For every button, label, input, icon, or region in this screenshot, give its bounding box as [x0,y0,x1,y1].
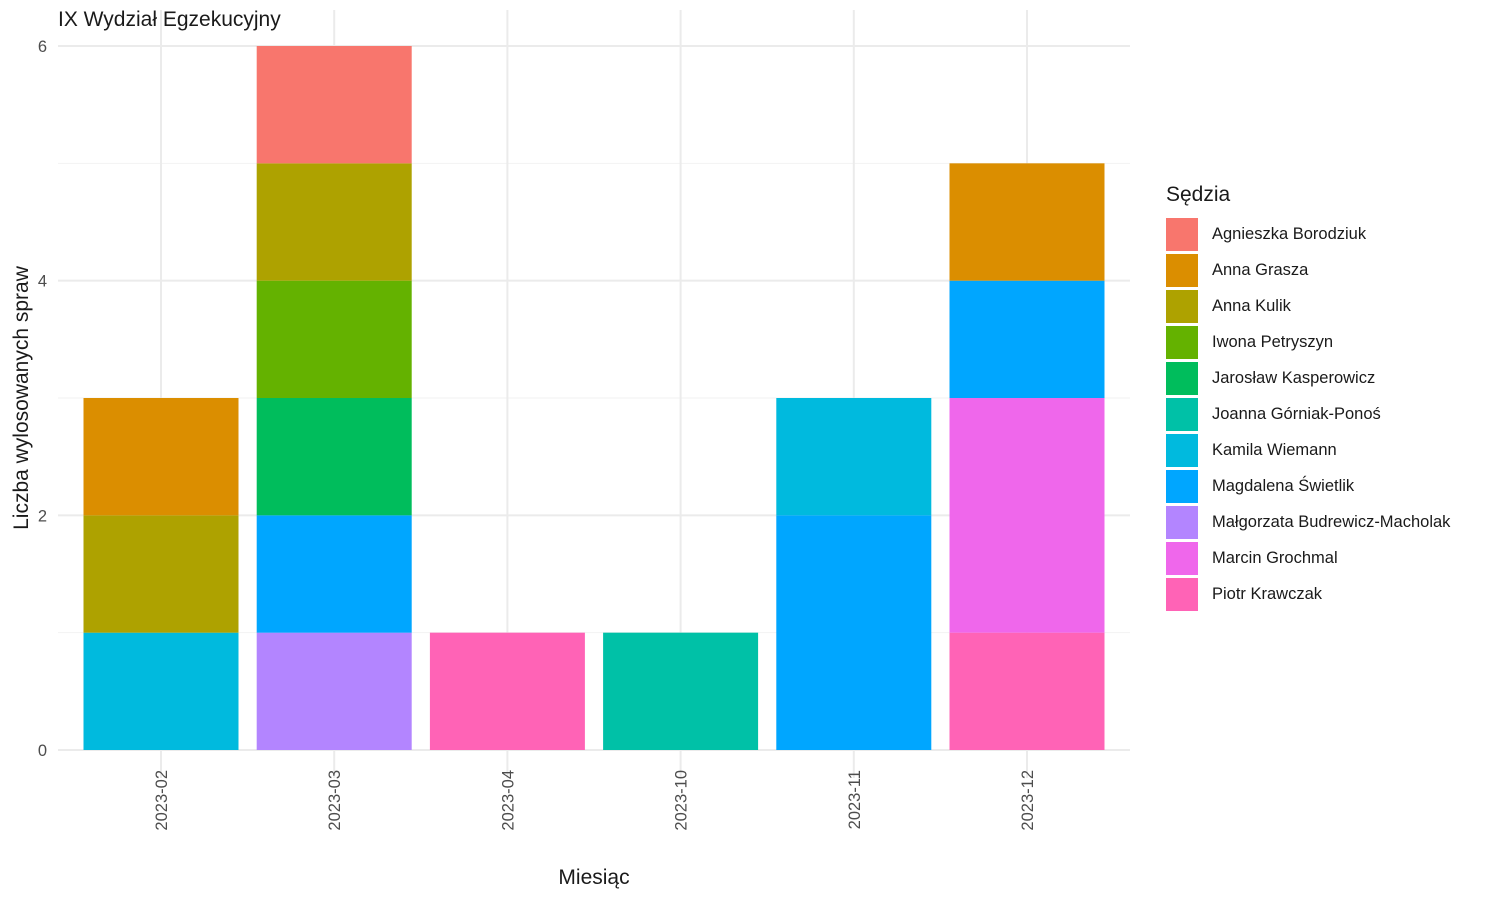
bar-segment [429,632,585,750]
legend-label: Joanna Górniak-Ponoś [1212,404,1381,423]
legend-key [1166,325,1198,359]
legend-item: Iwona Petryszyn [1166,324,1450,360]
bar-segment [949,163,1105,281]
bar-segment [256,398,412,516]
legend-label: Anna Grasza [1212,260,1309,279]
legend-item: Anna Kulik [1166,288,1450,324]
legend-item: Agnieszka Borodziuk [1166,216,1450,252]
legend-label: Iwona Petryszyn [1212,332,1334,351]
bar-segment [949,398,1105,633]
legend-key [1166,541,1198,575]
bar-segment [949,632,1105,750]
y-tick-label: 6 [38,38,47,56]
bar-segment [83,632,239,750]
legend-label: Piotr Krawczak [1212,584,1323,603]
x-tick-label: 2023-11 [846,770,864,829]
bar-segment [83,398,239,516]
bar-segment [603,632,759,750]
x-tick-label: 2023-10 [673,770,691,831]
legend-item: Marcin Grochmal [1166,540,1450,576]
legend-key [1166,361,1198,395]
legend-item: Anna Grasza [1166,252,1450,288]
legend-key [1166,577,1198,611]
bar-segment [256,515,412,633]
legend-item: Piotr Krawczak [1166,576,1450,612]
legend-item: Kamila Wiemann [1166,432,1450,468]
legend-item: Joanna Górniak-Ponoś [1166,396,1450,432]
x-tick-label: 2023-12 [1019,770,1037,831]
legend-label: Jarosław Kasperowicz [1212,368,1376,387]
bar-segment [949,280,1105,398]
bar-segment [776,398,932,516]
legend-key [1166,505,1198,539]
x-tick-label: 2023-03 [326,770,344,831]
legend-label: Małgorzata Budrewicz-Macholak [1212,512,1451,531]
y-axis-title: Liczba wylosowanych spraw [10,266,33,530]
x-tick-label: 2023-04 [499,770,517,831]
bar-segment [83,515,239,633]
legend-items: Agnieszka Borodziuk Anna Grasza Anna Kulik… [1166,216,1450,612]
legend-key [1166,289,1198,323]
y-tick-label: 2 [38,507,47,525]
legend-item: Małgorzata Budrewicz-Macholak [1166,504,1450,540]
legend-item: Jarosław Kasperowicz [1166,360,1450,396]
legend-key [1166,253,1198,287]
bar-segment [776,515,932,750]
x-tick-label: 2023-02 [153,770,171,831]
legend-label: Kamila Wiemann [1212,440,1337,459]
x-axis-title: Miesiąc [558,866,630,889]
y-tick-label: 0 [38,742,47,760]
legend-key [1166,397,1198,431]
chart-title: IX Wydział Egzekucyjny [58,8,281,31]
bar-segment [256,632,412,750]
bar-segment [256,280,412,398]
y-tick-label: 4 [38,273,47,291]
legend-label: Agnieszka Borodziuk [1212,224,1367,243]
legend-title: Sędzia [1166,183,1231,206]
bar-segment [256,46,412,164]
legend-item: Magdalena Świetlik [1166,468,1450,504]
legend-key [1166,217,1198,251]
legend-label: Anna Kulik [1212,296,1291,315]
legend-key [1166,469,1198,503]
legend-key [1166,433,1198,467]
legend-label: Magdalena Świetlik [1212,476,1355,495]
legend-label: Marcin Grochmal [1212,548,1338,567]
legend: Sędzia Agnieszka Borodziuk Anna Grasza Ann… [1166,182,1450,612]
bar-segment [256,163,412,281]
